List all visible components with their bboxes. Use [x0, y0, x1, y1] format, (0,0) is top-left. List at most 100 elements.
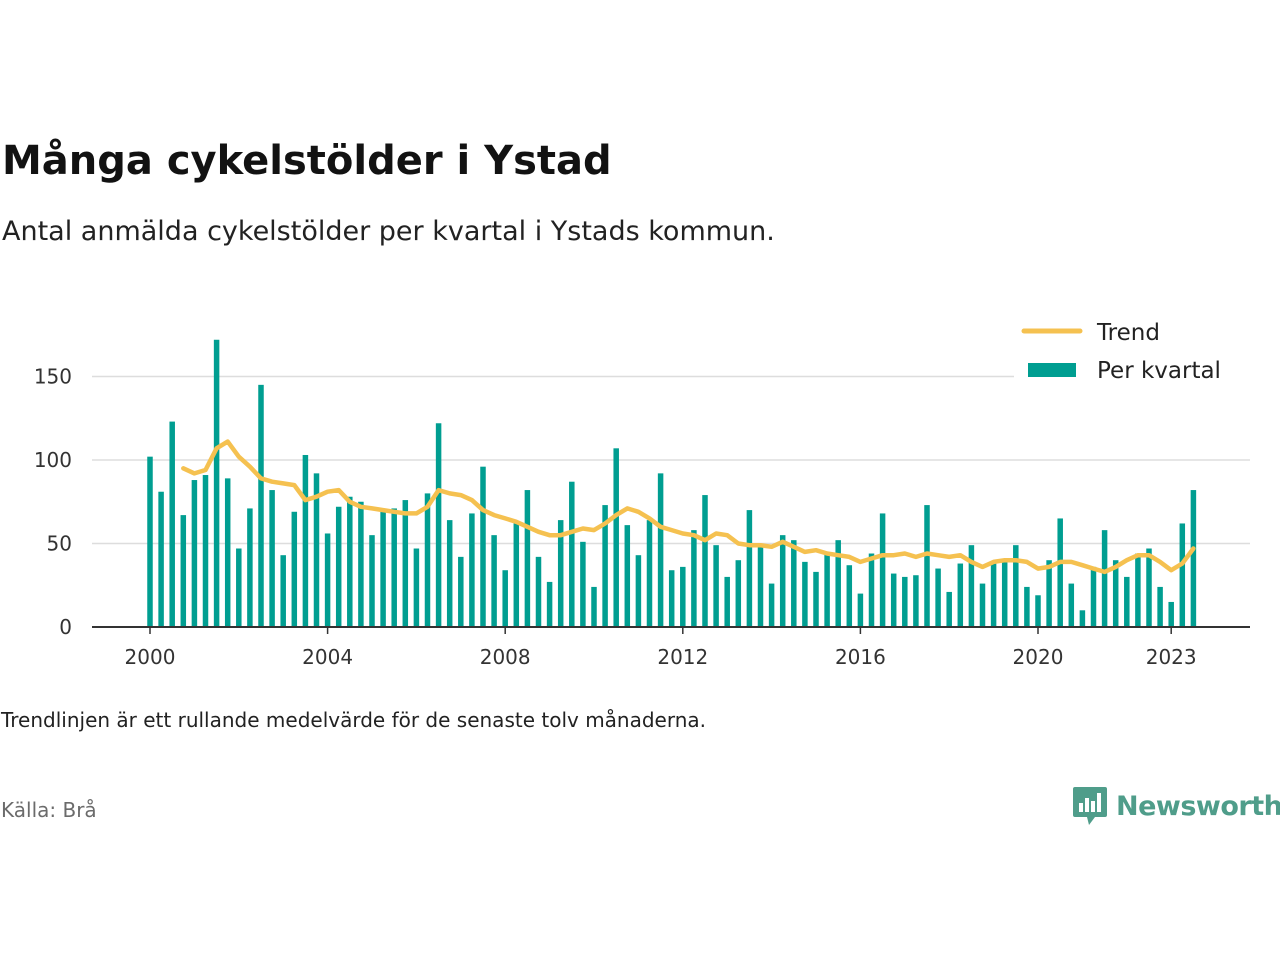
chart-title: Många cykelstölder i Ystad: [2, 138, 612, 184]
x-tick-label: 2000: [125, 645, 176, 669]
bar: [302, 454, 309, 627]
bar: [691, 530, 697, 627]
bar: [1057, 518, 1063, 627]
bar: [369, 535, 375, 627]
bar: [624, 525, 631, 627]
chart-subtitle: Antal anmälda cykelstölder per kvartal i…: [2, 216, 775, 247]
bar: [258, 384, 264, 627]
bar: [1068, 583, 1075, 627]
bar: [1013, 545, 1019, 627]
bar: [868, 553, 875, 627]
bar: [1168, 601, 1174, 627]
bar: [635, 555, 642, 627]
bar: [1035, 595, 1041, 627]
bar: [224, 478, 231, 627]
gridlines: [92, 375, 1250, 545]
bar: [879, 513, 886, 627]
bar: [602, 505, 608, 627]
bar: [735, 560, 742, 627]
bar: [524, 490, 531, 627]
bar: [979, 583, 986, 627]
bar: [158, 491, 164, 627]
bar: [968, 545, 975, 627]
bar: [169, 421, 175, 627]
bar: [335, 506, 342, 627]
bar: [535, 556, 542, 627]
bar: [757, 546, 764, 627]
bar: [946, 591, 952, 627]
bar: [446, 520, 453, 627]
bar: [924, 505, 930, 627]
bar: [1124, 576, 1130, 627]
bar: [957, 563, 964, 627]
bar: [402, 500, 409, 627]
bar: [347, 496, 353, 627]
trend-note: Trendlinjen är ett rullande medelvärde f…: [1, 708, 707, 732]
bar: [646, 520, 653, 627]
bar: [902, 576, 908, 627]
bar: [1079, 610, 1086, 627]
bar: [557, 520, 564, 627]
trend-line: [181, 439, 1196, 575]
x-tick-label: 2012: [657, 645, 708, 669]
x-tick-label: 2023: [1146, 645, 1197, 669]
chart-svg: 0 50 100 150 2000 2004 2008 2012 2016 2020 2023 T…: [34, 314, 1250, 669]
bar: [280, 555, 286, 627]
bar: [1001, 558, 1008, 627]
bar: [213, 339, 220, 627]
bar: [746, 510, 753, 627]
bar: [469, 513, 475, 627]
bar: [657, 473, 664, 627]
bar: [202, 475, 209, 627]
bar: [380, 511, 386, 627]
legend-bars-swatch: [1028, 363, 1076, 377]
x-tick-label: 2008: [480, 645, 531, 669]
bar: [291, 511, 298, 627]
bar: [324, 533, 331, 627]
bar: [1135, 553, 1141, 627]
x-axis: 2000 2004 2008 2012 2016 2020 2023: [92, 626, 1250, 669]
bar: [1090, 566, 1097, 627]
bar: [1190, 490, 1197, 627]
bar: [247, 508, 253, 627]
bar: [913, 575, 919, 627]
x-tick-label: 2004: [302, 645, 353, 669]
bar: [569, 481, 575, 627]
bar: [191, 480, 198, 627]
y-tick-label: 50: [47, 532, 72, 556]
bar: [791, 540, 797, 627]
y-tick-label: 100: [34, 448, 72, 472]
bar: [1157, 586, 1163, 627]
bar: [502, 570, 508, 627]
bar: [802, 561, 808, 627]
bar: [1024, 586, 1030, 627]
bar: [413, 548, 420, 627]
bar: [313, 473, 320, 627]
bar: [990, 563, 997, 627]
bar: [680, 566, 686, 627]
bar: [435, 423, 442, 627]
bar: [613, 448, 619, 627]
bar: [702, 495, 708, 627]
bar: [269, 490, 275, 627]
bar: [491, 535, 497, 627]
bar: [846, 565, 853, 627]
bar: [513, 523, 520, 627]
y-tick-label: 150: [34, 365, 72, 389]
bars: [147, 339, 1197, 627]
bar: [1179, 523, 1186, 627]
bar: [1101, 530, 1108, 627]
bar: [424, 493, 431, 627]
bar: [1146, 548, 1152, 627]
bar: [857, 593, 864, 627]
legend-bars-label: Per kvartal: [1097, 358, 1221, 384]
newsworthy-logo[interactable]: Newsworthy: [1072, 784, 1280, 828]
bar: [358, 501, 364, 627]
legend: Trend Per kvartal: [1014, 314, 1250, 396]
source-label: Källa: Brå: [1, 798, 97, 822]
bar: [890, 573, 897, 627]
bar: [391, 508, 397, 627]
bar: [180, 515, 187, 627]
bar: [1046, 560, 1052, 627]
bar: [713, 545, 719, 627]
